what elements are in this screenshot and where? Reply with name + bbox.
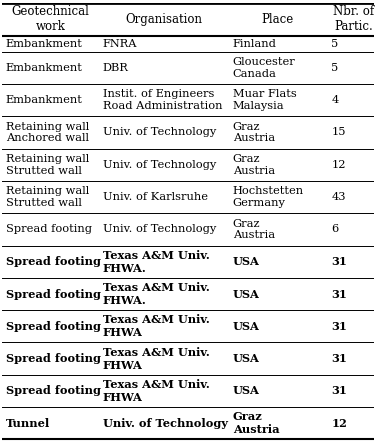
Text: USA: USA — [233, 256, 260, 267]
Text: Nbr. of
Partic.: Nbr. of Partic. — [333, 5, 374, 33]
Text: 15: 15 — [331, 128, 346, 137]
Text: 31: 31 — [331, 321, 347, 332]
Text: Spread footing: Spread footing — [6, 385, 101, 396]
Text: DBR: DBR — [103, 63, 128, 73]
Text: Univ. of Technology: Univ. of Technology — [103, 160, 216, 170]
Text: Geotechnical
work: Geotechnical work — [11, 5, 89, 33]
Text: Texas A&M Univ.
FHWA.: Texas A&M Univ. FHWA. — [103, 282, 209, 306]
Text: Gloucester
Canada: Gloucester Canada — [233, 57, 296, 79]
Text: 31: 31 — [331, 353, 347, 364]
Text: Muar Flats
Malaysia: Muar Flats Malaysia — [233, 89, 296, 111]
Text: Hochstetten
Germany: Hochstetten Germany — [233, 186, 304, 208]
Text: FNRA: FNRA — [103, 39, 137, 49]
Text: Graz
Austria: Graz Austria — [233, 122, 275, 143]
Text: Univ. of Technology: Univ. of Technology — [103, 128, 216, 137]
Text: Embankment: Embankment — [6, 95, 82, 105]
Text: Graz
Austria: Graz Austria — [233, 412, 279, 435]
Text: Embankment: Embankment — [6, 63, 82, 73]
Text: Place: Place — [261, 12, 294, 26]
Text: USA: USA — [233, 321, 260, 332]
Text: 6: 6 — [331, 225, 339, 234]
Text: Texas A&M Univ.
FHWA.: Texas A&M Univ. FHWA. — [103, 250, 209, 274]
Text: Retaining wall
Anchored wall: Retaining wall Anchored wall — [6, 122, 89, 143]
Text: Univ. of Technology: Univ. of Technology — [103, 418, 228, 429]
Text: Spread footing: Spread footing — [6, 256, 101, 267]
Text: 5: 5 — [331, 63, 339, 73]
Text: USA: USA — [233, 353, 260, 364]
Text: Finland: Finland — [233, 39, 277, 49]
Text: 4: 4 — [331, 95, 339, 105]
Text: Graz
Austria: Graz Austria — [233, 218, 275, 240]
Text: Spread footing: Spread footing — [6, 321, 101, 332]
Text: Texas A&M Univ.
FHWA: Texas A&M Univ. FHWA — [103, 315, 209, 338]
Text: Tunnel: Tunnel — [6, 418, 50, 429]
Text: 12: 12 — [331, 418, 347, 429]
Text: Embankment: Embankment — [6, 39, 82, 49]
Text: Graz
Austria: Graz Austria — [233, 154, 275, 175]
Text: Instit. of Engineers
Road Administration: Instit. of Engineers Road Administration — [103, 89, 222, 111]
Text: Retaining wall
Strutted wall: Retaining wall Strutted wall — [6, 154, 89, 175]
Text: Univ. of Karlsruhe: Univ. of Karlsruhe — [103, 192, 207, 202]
Text: Spread footing: Spread footing — [6, 353, 101, 364]
Text: 31: 31 — [331, 256, 347, 267]
Text: 31: 31 — [331, 288, 347, 299]
Text: 31: 31 — [331, 385, 347, 396]
Text: Organisation: Organisation — [125, 12, 203, 26]
Text: Texas A&M Univ.
FHWA: Texas A&M Univ. FHWA — [103, 379, 209, 403]
Text: Spread footing: Spread footing — [6, 288, 101, 299]
Text: 43: 43 — [331, 192, 346, 202]
Text: Univ. of Technology: Univ. of Technology — [103, 225, 216, 234]
Text: USA: USA — [233, 385, 260, 396]
Text: Texas A&M Univ.
FHWA: Texas A&M Univ. FHWA — [103, 347, 209, 370]
Text: 12: 12 — [331, 160, 346, 170]
Text: Retaining wall
Strutted wall: Retaining wall Strutted wall — [6, 186, 89, 208]
Text: 5: 5 — [331, 39, 339, 49]
Text: Spread footing: Spread footing — [6, 225, 92, 234]
Text: USA: USA — [233, 288, 260, 299]
